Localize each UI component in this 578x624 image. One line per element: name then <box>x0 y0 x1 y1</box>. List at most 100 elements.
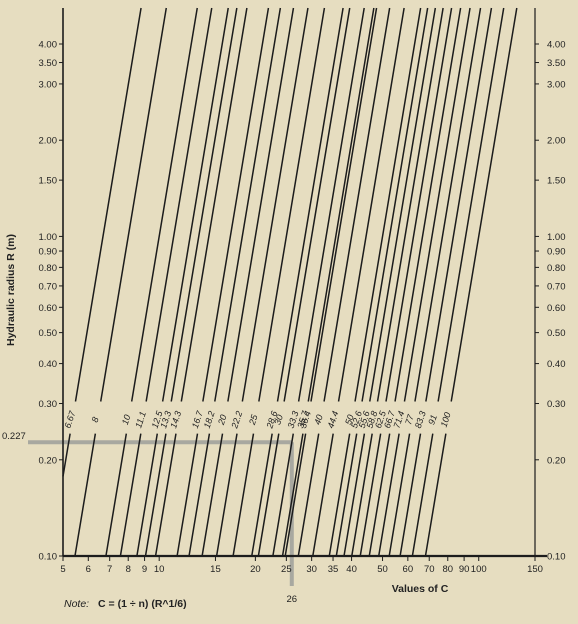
n-line-lower <box>176 433 199 557</box>
x-tick-label: 8 <box>126 564 131 575</box>
n-line-lower <box>281 433 304 557</box>
n-line-lower <box>399 433 422 557</box>
n-line-lower <box>284 433 307 557</box>
n-line-lower <box>335 433 358 557</box>
n-line-lower <box>215 433 238 557</box>
n-line-upper <box>297 7 365 402</box>
n-line-upper <box>99 7 168 402</box>
y-tick-label-left: 0.70 <box>39 281 58 292</box>
x-tick-label: 35 <box>328 564 339 575</box>
y-tick-label-right: 0.10 <box>547 552 566 563</box>
x-tick-label: 10 <box>154 564 165 575</box>
x-tick-label: 90 <box>459 564 470 575</box>
n-line-upper <box>437 7 505 402</box>
n-line-label: 100 <box>439 411 453 428</box>
n-line-upper <box>145 7 213 402</box>
n-line-lower <box>257 433 280 557</box>
x-tick-label: 7 <box>107 564 112 575</box>
n-lines <box>62 7 518 557</box>
n-line-lower <box>377 433 400 557</box>
n-line-upper <box>74 7 142 402</box>
n-line-upper <box>283 7 351 402</box>
n-line-lower <box>62 433 71 477</box>
n-line-upper <box>385 7 453 402</box>
n-line-label: 91 <box>426 413 439 426</box>
x-tick-label: 30 <box>306 564 317 575</box>
n-line-lower <box>232 433 255 557</box>
n-line-label: 40 <box>312 413 325 426</box>
n-line-label: 22.2 <box>229 410 244 431</box>
x-tick-label: 80 <box>442 564 453 575</box>
n-line-lower <box>388 433 411 557</box>
n-line-upper <box>307 7 375 402</box>
n-line-label: 11.1 <box>133 410 148 429</box>
y-tick-label-left: 1.50 <box>39 176 58 187</box>
y-axis-title: Hydraulic radius R (m) <box>5 234 17 346</box>
n-line-lower <box>368 433 391 557</box>
x-tick-label: 70 <box>424 564 435 575</box>
example-r-label: 0.227 <box>2 431 26 442</box>
n-line-lower <box>251 433 273 557</box>
n-line-upper <box>258 7 326 402</box>
n-line-label: 20 <box>216 413 229 427</box>
n-line-upper <box>425 7 493 402</box>
x-tick-label: 9 <box>142 564 147 575</box>
y-tick-label-left: 0.80 <box>39 263 58 274</box>
y-tick-label-right: 4.00 <box>547 40 566 51</box>
n-line-upper <box>161 7 229 402</box>
y-tick-label-left: 4.00 <box>39 40 58 51</box>
n-line-upper <box>241 7 309 402</box>
n-line-upper <box>369 7 437 402</box>
y-tick-label-left: 2.00 <box>39 136 58 147</box>
y-tick-label-left: 0.50 <box>39 328 58 339</box>
x-tick-label: 6 <box>86 564 91 575</box>
y-tick-label-left: 0.60 <box>39 303 58 314</box>
n-line-lower <box>74 433 97 557</box>
y-tick-label-right: 3.00 <box>547 79 566 90</box>
y-tick-label-right: 0.60 <box>547 303 566 314</box>
n-line-label: 6.67 <box>62 409 77 430</box>
x-tick-label: 40 <box>346 564 357 575</box>
example-c-label: 26 <box>287 594 298 605</box>
n-line-upper <box>276 7 344 402</box>
n-line-label: 8 <box>90 416 101 424</box>
n-line-upper <box>323 7 391 402</box>
n-line-lower <box>312 433 334 557</box>
n-line-label: 77 <box>403 412 416 426</box>
n-line-lower <box>411 433 434 557</box>
y-tick-label-left: 0.20 <box>39 455 58 466</box>
n-line-lower <box>343 433 366 557</box>
n-line-upper <box>180 7 248 402</box>
y-tick-label-right: 1.50 <box>547 176 566 187</box>
n-line-upper <box>376 7 444 402</box>
n-line-label: 10 <box>120 413 133 426</box>
n-line-lower <box>136 433 159 557</box>
n-line-lower <box>351 433 373 557</box>
n-line-upper <box>414 7 482 402</box>
n-line-lower <box>297 433 320 557</box>
y-tick-label-left: 1.00 <box>39 232 58 243</box>
note-prefix: Note: <box>64 598 90 610</box>
n-line-label: 25 <box>247 412 260 427</box>
n-line-lower <box>144 433 167 557</box>
y-tick-label-left: 0.90 <box>39 247 58 258</box>
n-line-upper <box>394 7 462 402</box>
n-line-upper <box>202 7 270 402</box>
n-line-lower <box>105 433 128 557</box>
n-line-upper <box>450 7 518 402</box>
n-line-lower <box>154 433 177 557</box>
x-tick-label: 25 <box>281 564 292 575</box>
n-line-labels: 6.67 8 10 11.1 12.513.314.3 16.718.2 20 22.2 25 2… <box>62 409 452 431</box>
n-line-lower <box>272 433 295 557</box>
n-line-lower <box>188 433 211 557</box>
x-tick-label: 150 <box>527 564 543 575</box>
y-tick-label-left: 0.10 <box>39 552 58 563</box>
x-tick-label: 5 <box>60 564 65 575</box>
x-tick-label: 50 <box>377 564 388 575</box>
n-line-upper <box>130 7 198 402</box>
y-tick-label-right: 0.80 <box>547 263 566 274</box>
y-tick-label-right: 0.20 <box>547 455 566 466</box>
x-tick-label: 20 <box>250 564 261 575</box>
